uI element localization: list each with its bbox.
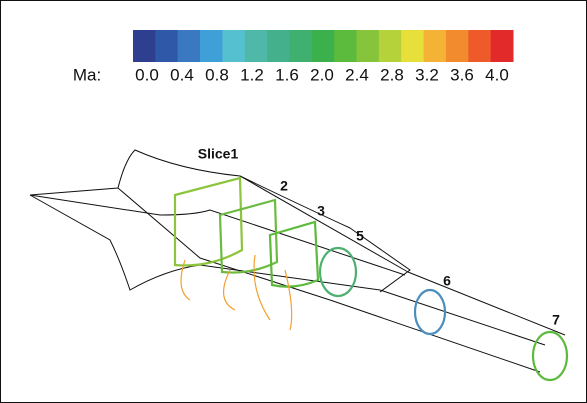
figure: Ma: 0.0 0.4 0.8 1.2 1.6 2.0 2.4 2.8 3.2 3.6 4.0 Sli…	[0, 0, 587, 403]
slice-label: 2	[280, 178, 288, 194]
color-swatch	[289, 30, 312, 62]
slice-label: 7	[552, 312, 560, 328]
color-swatch	[401, 30, 424, 62]
color-swatch	[200, 30, 223, 62]
tick-label: 2.8	[380, 65, 404, 84]
slice-label: 5	[356, 228, 364, 244]
color-swatch	[491, 30, 514, 62]
color-swatch	[424, 30, 447, 62]
color-swatch	[133, 30, 156, 62]
tick-label: 0.0	[135, 65, 159, 84]
color-swatch	[245, 30, 268, 62]
color-swatch	[155, 30, 178, 62]
slice-label: 3	[317, 203, 325, 219]
tick-label: 1.2	[240, 65, 264, 84]
color-swatch	[178, 30, 201, 62]
color-swatch	[446, 30, 469, 62]
color-swatch	[379, 30, 402, 62]
tick-label: 4.0	[485, 65, 509, 84]
tick-label: 0.8	[205, 65, 229, 84]
tick-label: 1.6	[275, 65, 299, 84]
color-swatch	[357, 30, 380, 62]
color-swatch	[468, 30, 491, 62]
tick-label: 2.0	[310, 65, 334, 84]
slice-label: Slice1	[198, 146, 239, 162]
color-swatch	[334, 30, 357, 62]
color-swatch	[222, 30, 245, 62]
slice-label: 6	[443, 273, 451, 289]
tick-label: 0.4	[170, 65, 194, 84]
tick-label: 2.4	[345, 65, 369, 84]
color-swatch	[267, 30, 290, 62]
color-swatch	[312, 30, 335, 62]
tick-label: 3.2	[415, 65, 439, 84]
colorbar-label: Ma:	[73, 65, 101, 84]
tick-label: 3.6	[450, 65, 474, 84]
